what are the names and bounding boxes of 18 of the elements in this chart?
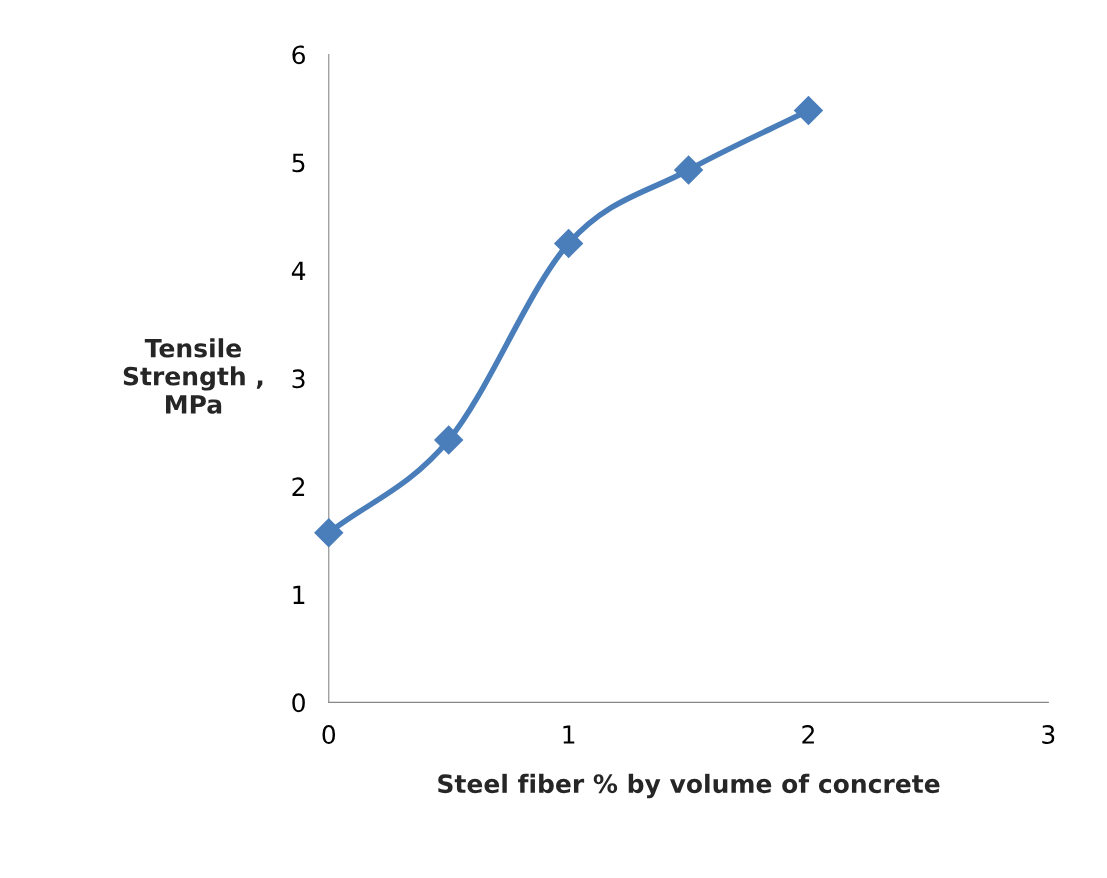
point	[554, 228, 584, 258]
point	[794, 96, 823, 126]
x-tick-label: 3	[1042, 725, 1055, 744]
point	[314, 518, 344, 548]
y-axis-title: Tensile Strength , MPa	[123, 338, 263, 414]
x-tick-label: 0	[322, 725, 336, 744]
point	[434, 425, 464, 455]
x-tick-label: 1	[563, 725, 575, 744]
y-tick-label: 5	[292, 153, 305, 173]
y-tick-label: 1	[293, 585, 305, 604]
y-tick-label: 2	[292, 477, 305, 496]
y-tick-label: 4	[291, 261, 306, 280]
point	[674, 155, 703, 185]
x-tick-label: 2	[802, 725, 814, 744]
y-tick-label: 0	[292, 693, 305, 713]
x-axis-title: Steel fiber % by volume of concrete	[438, 773, 940, 799]
y-tick-label: 6	[292, 45, 305, 65]
y-tick-label: 3	[292, 369, 305, 389]
